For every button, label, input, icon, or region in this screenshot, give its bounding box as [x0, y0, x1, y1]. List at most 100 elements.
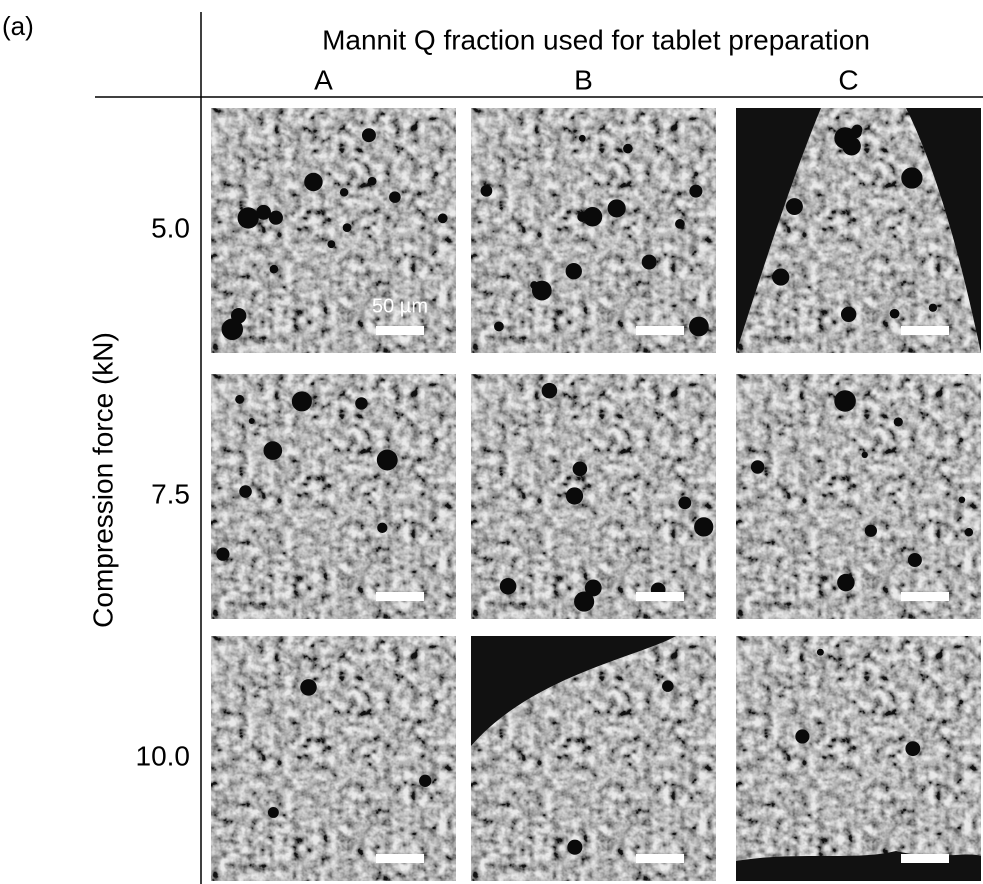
column-title: Mannit Q fraction used for tablet prepar…: [322, 24, 870, 55]
pore: [480, 184, 493, 197]
pore: [795, 729, 810, 744]
pore: [565, 487, 584, 505]
pore: [339, 188, 349, 197]
pore: [361, 128, 376, 143]
pore: [437, 213, 448, 224]
pore: [861, 451, 868, 459]
pore: [964, 528, 974, 537]
pore: [239, 485, 252, 498]
pore: [565, 263, 582, 280]
micrograph-texture: [211, 374, 456, 619]
pore: [907, 553, 922, 568]
pore: [607, 199, 626, 218]
pore: [300, 679, 317, 696]
pore: [304, 172, 323, 192]
pore: [419, 774, 432, 787]
pore: [678, 496, 692, 510]
pore: [389, 191, 401, 203]
scale-bar: [636, 592, 684, 601]
pore: [256, 204, 271, 220]
pore: [263, 441, 283, 460]
pore: [574, 591, 595, 612]
pore: [494, 321, 504, 332]
pore: [893, 417, 903, 427]
pore: [689, 184, 703, 198]
pore: [688, 316, 709, 337]
pore: [216, 547, 230, 561]
pore: [342, 223, 352, 233]
pore: [834, 390, 856, 412]
row-title: Compression force (kN): [87, 332, 118, 628]
scale-bar: [901, 854, 949, 863]
void-region: [471, 636, 676, 746]
pore: [889, 308, 900, 319]
pore: [269, 264, 279, 274]
pore: [327, 240, 336, 249]
pore: [842, 136, 861, 156]
pore: [864, 524, 877, 537]
micrograph: [736, 636, 981, 881]
pore: [499, 577, 517, 595]
micrograph: [211, 374, 456, 619]
pore: [928, 303, 938, 312]
pore: [837, 573, 855, 592]
panel-label: (a): [2, 11, 34, 41]
micrograph-texture: [736, 374, 981, 619]
pore: [785, 198, 803, 216]
scale-bar: [636, 326, 684, 335]
column-label: B: [574, 64, 593, 95]
row-label: 5.0: [151, 212, 190, 243]
pore: [582, 207, 603, 227]
pore: [816, 648, 824, 656]
pore: [840, 306, 857, 322]
pore: [584, 579, 602, 597]
void-region: [736, 108, 981, 353]
scale-bar: [901, 592, 949, 601]
pore: [572, 461, 588, 477]
pore: [367, 176, 377, 186]
pore: [905, 741, 921, 757]
micrograph: [471, 374, 716, 619]
pore: [541, 382, 558, 399]
column-label: C: [838, 64, 858, 95]
pore: [267, 807, 279, 818]
scale-bar-label: 50 µm: [372, 295, 428, 317]
pore: [248, 418, 255, 425]
column-label: A: [314, 64, 333, 95]
micrograph: [736, 374, 981, 619]
pore: [750, 460, 765, 474]
pore: [531, 280, 552, 301]
pore: [850, 126, 862, 139]
micrograph: [471, 636, 716, 881]
pore: [377, 522, 388, 533]
pore: [291, 391, 312, 412]
pore: [237, 207, 259, 229]
scale-bar: [636, 854, 684, 863]
pore: [221, 318, 244, 341]
pore: [268, 210, 283, 225]
micrograph-texture: [211, 108, 456, 353]
scale-bar: [376, 854, 424, 863]
scale-bar: [376, 592, 424, 601]
pore: [772, 268, 790, 286]
micrograph-texture: [471, 374, 716, 619]
pore: [578, 134, 586, 142]
scale-bar: [901, 326, 949, 335]
pore: [235, 394, 245, 404]
pore: [641, 254, 657, 270]
pore: [694, 517, 714, 537]
pore: [958, 496, 966, 504]
pore: [355, 397, 368, 410]
micrograph: 50 µm: [211, 108, 456, 353]
micrograph: [471, 108, 716, 353]
micrograph-texture: [211, 636, 456, 881]
micrograph-texture: [471, 108, 716, 353]
pore: [675, 219, 685, 229]
pore: [567, 839, 583, 855]
pore: [901, 167, 923, 189]
pore: [376, 449, 398, 471]
pore: [577, 211, 588, 222]
row-label: 7.5: [151, 478, 190, 509]
